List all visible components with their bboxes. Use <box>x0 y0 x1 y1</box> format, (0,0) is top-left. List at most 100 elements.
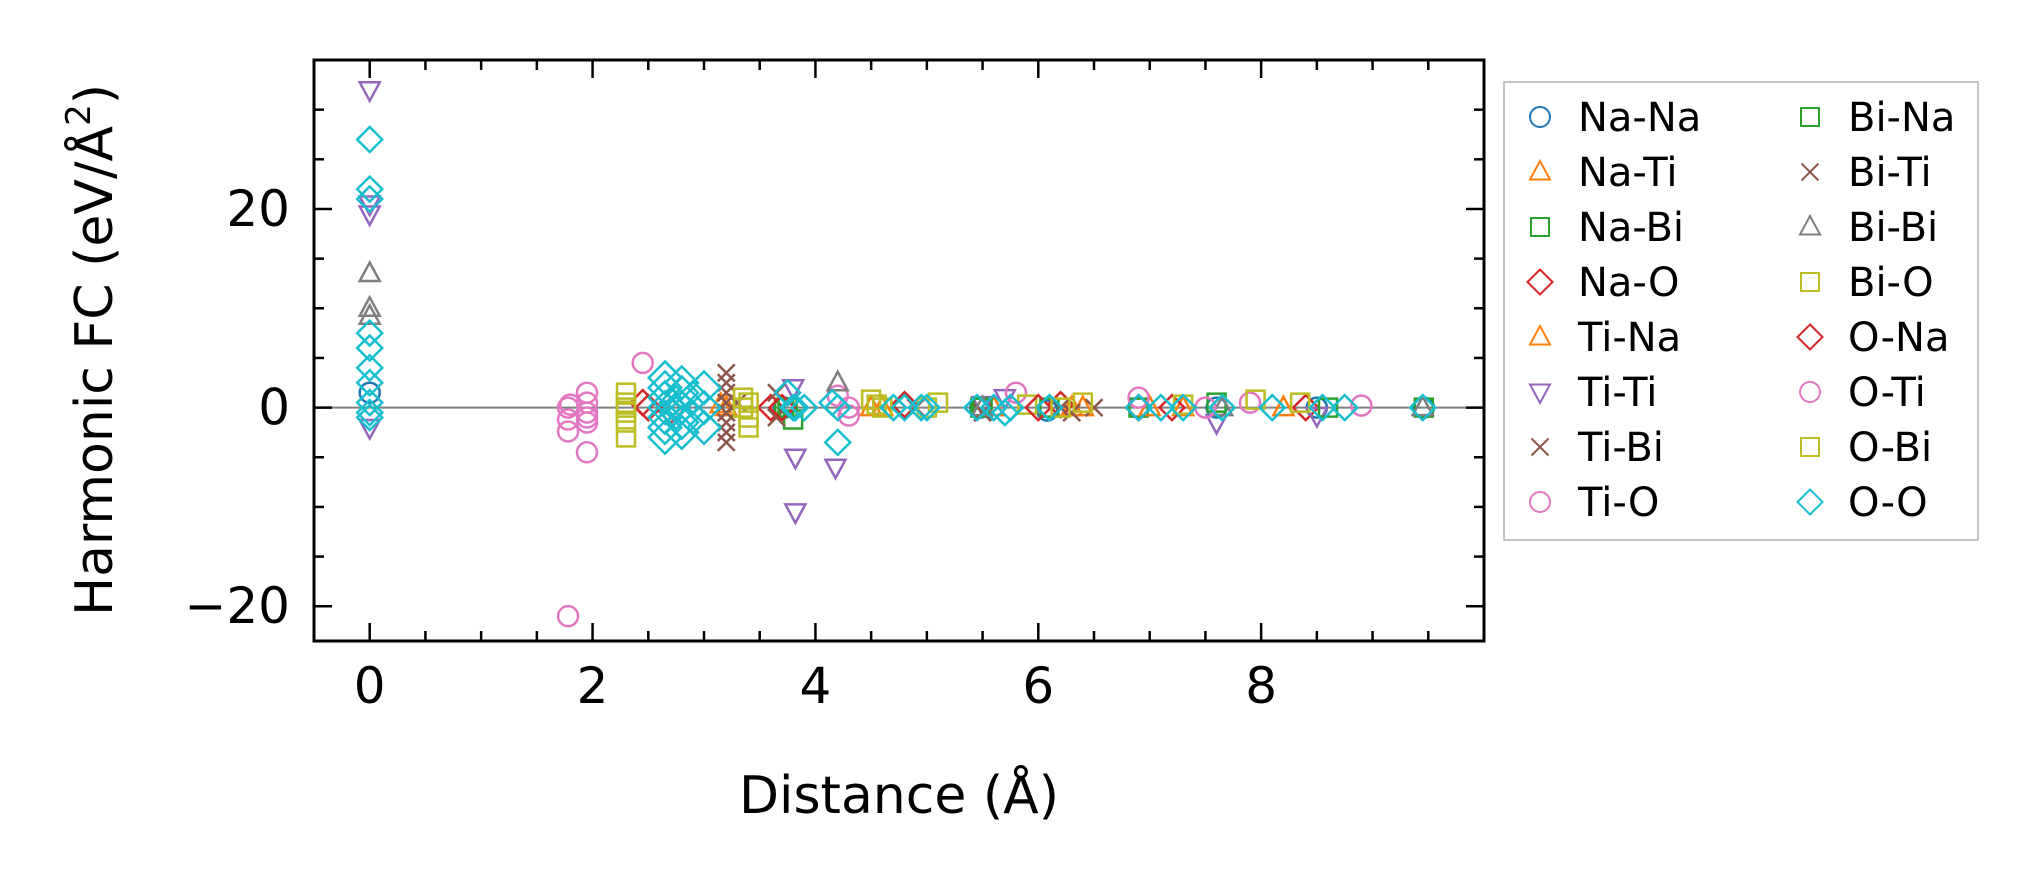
point-o-o <box>1258 393 1287 422</box>
point-ti-o <box>556 604 580 628</box>
point-o-o <box>355 368 384 398</box>
legend-item-na-o: Na-O <box>1526 260 1679 306</box>
legend-item-o-ti: O-Ti <box>1799 370 1926 416</box>
legend-label-ti-bi: Ti-Bi <box>1577 425 1664 471</box>
legend-marker-bi-na <box>1800 107 1820 127</box>
y-axis-label: Harmonic FC (eV/Å2) <box>59 84 125 616</box>
legend-marker-bi-ti <box>1800 162 1820 182</box>
point-ti-o <box>1238 391 1262 414</box>
legend-marker-na-bi <box>1530 217 1550 237</box>
legend-item-ti-bi: Ti-Bi <box>1530 425 1664 471</box>
point-bi-bi <box>357 259 382 283</box>
legend-label-bi-bi: Bi-Bi <box>1848 205 1938 251</box>
point-ti-na <box>859 393 884 417</box>
legend-marker-bi-o <box>1800 272 1820 292</box>
legend-item-ti-ti: Ti-Ti <box>1528 370 1657 416</box>
point-o-o <box>355 184 384 214</box>
point-o-o <box>355 318 384 348</box>
point-o-o <box>663 374 700 411</box>
legend-marker-o-ti <box>1799 381 1821 403</box>
legend-marker-na-na <box>1529 106 1551 128</box>
point-o-o <box>646 359 684 396</box>
point-bi-o <box>738 417 759 438</box>
point-o-o <box>1124 393 1153 422</box>
point-ti-o <box>1004 381 1028 404</box>
point-ti-ti <box>357 205 382 228</box>
legend-item-o-o: O-O <box>1796 480 1928 526</box>
legend-label-na-ti: Na-Ti <box>1578 150 1678 196</box>
point-ti-bi <box>716 363 736 383</box>
point-na-o <box>1157 393 1187 422</box>
point-o-o <box>646 419 684 456</box>
point-o-o <box>1035 393 1064 422</box>
point-o-o <box>355 403 384 432</box>
y-tick-label: 20 <box>226 180 290 238</box>
legend-label-o-o: O-O <box>1848 480 1928 526</box>
point-o-bi <box>615 397 637 418</box>
y-tick-label: 0 <box>258 379 290 437</box>
x-axis-label: Distance (Å) <box>739 764 1059 826</box>
point-ti-bi <box>767 408 786 427</box>
point-bi-na <box>1039 397 1060 418</box>
point-o-o <box>685 389 723 426</box>
series-ti-ti <box>357 81 1329 526</box>
point-bi-o <box>615 412 637 433</box>
point-o-bi <box>738 392 759 413</box>
point-bi-bi <box>825 369 850 392</box>
y-axis-label-main: Harmonic FC (eV/Å <box>63 125 125 616</box>
point-o-o <box>355 125 384 154</box>
legend-label-ti-o: Ti-O <box>1577 480 1659 526</box>
point-ti-ti <box>357 418 382 442</box>
point-ti-o <box>1350 394 1373 417</box>
point-o-o <box>823 393 852 422</box>
legend-marker-o-o <box>1796 488 1824 516</box>
point-o-o <box>1168 393 1198 422</box>
point-bi-o <box>1289 392 1311 413</box>
axis-ticks <box>312 60 1484 641</box>
legend-frame <box>1503 81 1979 541</box>
legend-marker-o-na <box>1796 323 1824 351</box>
point-o-o <box>1308 393 1337 422</box>
point-o-o <box>663 364 700 401</box>
point-o-ti <box>559 393 582 416</box>
series-bi-o <box>615 382 1311 448</box>
legend-marker-ti-bi <box>1530 437 1550 457</box>
point-ti-o <box>556 420 580 443</box>
legend-marker-ti-o <box>1529 491 1551 513</box>
point-ti-ti <box>357 81 382 104</box>
point-o-o <box>912 393 942 422</box>
point-o-o <box>355 388 384 417</box>
data-points <box>355 81 1437 628</box>
legend-label-bi-na: Bi-Na <box>1848 95 1955 141</box>
legend-label-na-na: Na-Na <box>1578 95 1701 141</box>
point-o-o <box>355 174 384 204</box>
legend-label-ti-na: Ti-Na <box>1577 315 1681 361</box>
point-bi-o <box>1245 389 1266 410</box>
legend-item-ti-na: Ti-Na <box>1528 315 1681 361</box>
point-bi-bi <box>1410 393 1435 417</box>
point-o-o <box>685 369 723 406</box>
point-ti-ti <box>823 458 848 481</box>
point-na-o <box>890 390 919 419</box>
legend: Na-Na Na-Ti Na-Bi Na-O Ti-Na Ti-Ti Ti-Bi Ti-O Bi… <box>1503 81 1979 541</box>
point-o-o <box>990 398 1020 427</box>
legend-label-o-na: O-Na <box>1848 315 1949 361</box>
legend-label-na-bi: Na-Bi <box>1578 205 1684 251</box>
legend-item-o-na: O-Na <box>1796 315 1949 361</box>
point-bi-na <box>777 397 798 418</box>
point-bi-bi <box>357 302 382 325</box>
point-na-ti <box>1271 393 1296 417</box>
legend-label-o-ti: O-Ti <box>1848 370 1926 416</box>
point-ti-o <box>631 351 654 375</box>
point-o-o <box>781 393 810 422</box>
legend-item-ti-o: Ti-O <box>1529 480 1659 526</box>
point-ti-ti <box>783 448 808 471</box>
x-tick-label: 6 <box>1022 657 1054 715</box>
point-ti-bi <box>1084 398 1104 417</box>
legend-label-bi-o: Bi-O <box>1848 260 1934 306</box>
x-tick-label: 0 <box>354 657 386 715</box>
tick-labels: 0 2 4 6 8 −20 0 20 <box>184 180 1277 715</box>
point-ti-bi <box>1062 403 1082 422</box>
point-o-o <box>879 393 908 422</box>
